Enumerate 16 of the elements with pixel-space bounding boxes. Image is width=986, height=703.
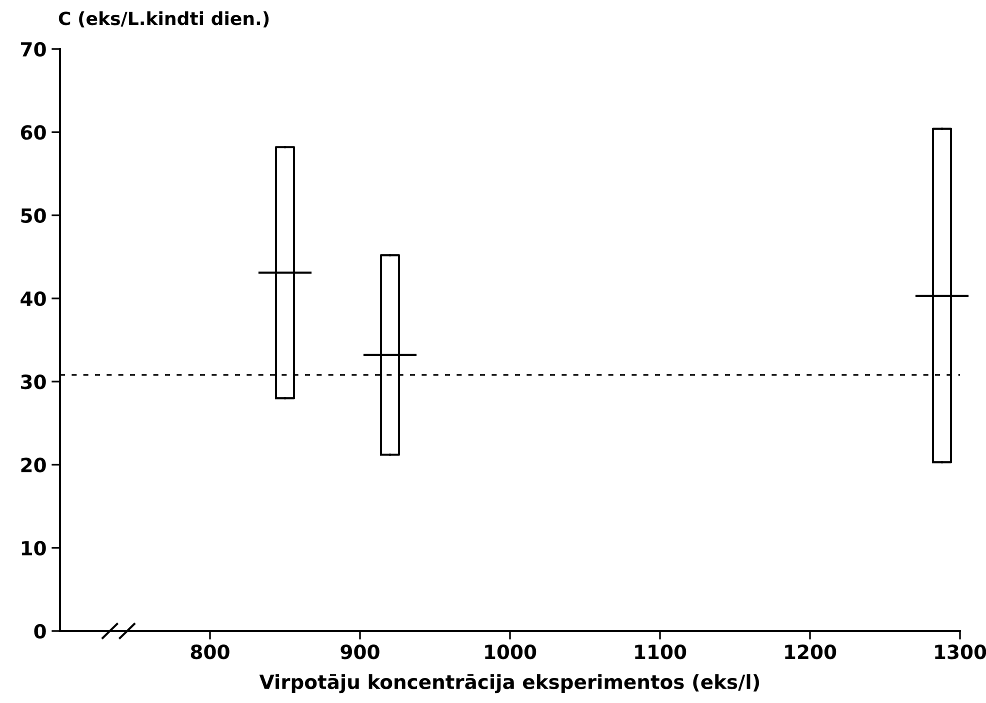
x-tick-label: 1000 [485,644,536,660]
x-axis-title: Virpotāju koncentrācija eksperimentos (eks/l) [259,674,760,694]
y-tick-label: 70 [21,42,46,57]
x-tick-label: 900 [340,644,380,660]
y-tick-label: 10 [22,540,46,556]
x-tick-label: 1200 [785,644,836,660]
y-tick-label: 0 [34,624,46,639]
x-tick-label: 1100 [635,644,686,660]
y-tick-label: 20 [21,458,46,472]
y-tick-label: 30 [21,374,46,390]
y-axis-title: C (eks/L.kindti dien.) [58,11,269,28]
y-tick-label: 50 [21,208,46,223]
x-tick-label: 1300 [935,644,986,660]
y-tick-label: 40 [20,291,46,306]
y-tick-label: 60 [20,125,46,140]
x-tick-label: 800 [190,644,230,660]
